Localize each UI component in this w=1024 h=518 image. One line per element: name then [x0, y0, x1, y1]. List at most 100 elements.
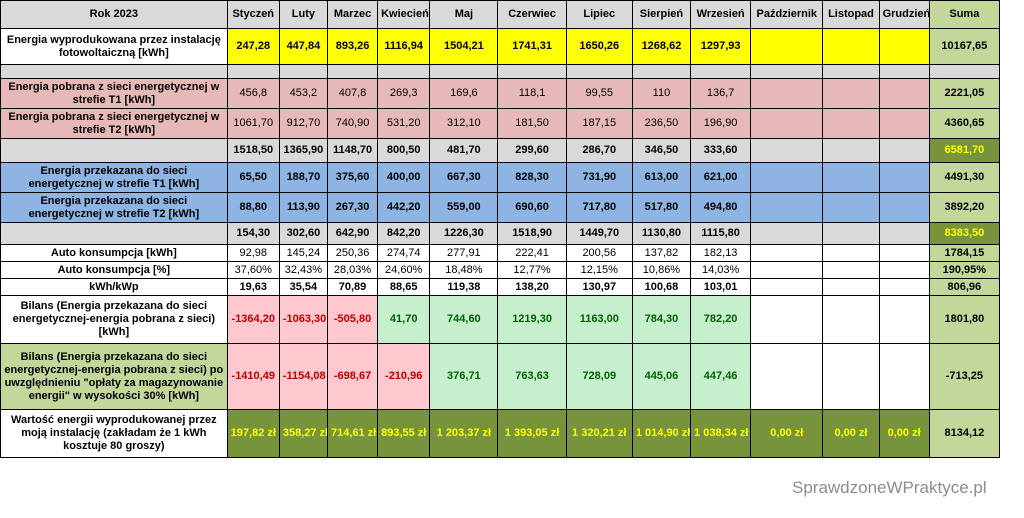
- table-cell[interactable]: 642,90: [326, 222, 379, 245]
- table-cell[interactable]: 1504,21: [429, 28, 499, 65]
- table-cell[interactable]: [878, 261, 930, 279]
- table-cell[interactable]: [750, 162, 824, 193]
- table-cell[interactable]: 18,48%: [429, 261, 499, 279]
- sum-cell[interactable]: 8383,50: [928, 222, 1001, 245]
- month-header[interactable]: Lipiec: [565, 0, 633, 29]
- table-cell[interactable]: 119,38: [429, 278, 499, 296]
- table-cell[interactable]: 1148,70: [326, 138, 379, 163]
- empty-cell[interactable]: [278, 64, 328, 79]
- table-cell[interactable]: [822, 261, 880, 279]
- table-cell[interactable]: -1063,30: [278, 295, 328, 344]
- sum-cell[interactable]: 6581,70: [928, 138, 1001, 163]
- table-cell[interactable]: -1364,20: [226, 295, 280, 344]
- table-cell[interactable]: 912,70: [278, 108, 328, 139]
- empty-cell[interactable]: [0, 222, 228, 245]
- table-cell[interactable]: 247,28: [226, 28, 280, 65]
- table-cell[interactable]: 481,70: [429, 138, 499, 163]
- sum-cell[interactable]: 1801,80: [928, 295, 1001, 344]
- table-cell[interactable]: 267,30: [326, 192, 379, 223]
- table-cell[interactable]: 92,98: [226, 244, 280, 262]
- table-cell[interactable]: 182,13: [690, 244, 752, 262]
- table-cell[interactable]: 136,7: [690, 78, 752, 109]
- year-title[interactable]: Rok 2023: [0, 0, 228, 29]
- table-cell[interactable]: [878, 343, 930, 410]
- table-cell[interactable]: [822, 192, 880, 223]
- table-cell[interactable]: 12,77%: [497, 261, 567, 279]
- table-cell[interactable]: 376,71: [429, 343, 499, 410]
- empty-cell[interactable]: [878, 64, 930, 79]
- table-cell[interactable]: 197,82 zł: [226, 409, 280, 458]
- table-cell[interactable]: 14,03%: [690, 261, 752, 279]
- table-cell[interactable]: 1 203,37 zł: [429, 409, 499, 458]
- table-cell[interactable]: [822, 162, 880, 193]
- table-cell[interactable]: [750, 78, 824, 109]
- table-cell[interactable]: 200,56: [565, 244, 633, 262]
- table-cell[interactable]: [878, 192, 930, 223]
- table-cell[interactable]: 740,90: [326, 108, 379, 139]
- row-label[interactable]: kWh/kWp: [0, 278, 228, 296]
- month-header[interactable]: Luty: [278, 0, 328, 29]
- table-cell[interactable]: [750, 222, 824, 245]
- empty-cell[interactable]: [429, 64, 499, 79]
- sum-cell[interactable]: -713,25: [928, 343, 1001, 410]
- row-label[interactable]: Energia przekazana do sieci energetyczne…: [0, 192, 228, 223]
- sum-cell[interactable]: 2221,05: [928, 78, 1001, 109]
- table-cell[interactable]: 154,30: [226, 222, 280, 245]
- empty-cell[interactable]: [326, 64, 379, 79]
- table-cell[interactable]: [750, 261, 824, 279]
- sum-header[interactable]: Suma: [928, 0, 1001, 29]
- table-cell[interactable]: 169,6: [429, 78, 499, 109]
- empty-cell[interactable]: [565, 64, 633, 79]
- empty-cell[interactable]: [0, 64, 228, 79]
- table-cell[interactable]: 782,20: [690, 295, 752, 344]
- table-cell[interactable]: -210,96: [377, 343, 431, 410]
- empty-cell[interactable]: [377, 64, 431, 79]
- table-cell[interactable]: 447,84: [278, 28, 328, 65]
- table-cell[interactable]: 613,00: [631, 162, 692, 193]
- table-cell[interactable]: 333,60: [690, 138, 752, 163]
- table-cell[interactable]: -698,67: [326, 343, 379, 410]
- empty-cell[interactable]: [631, 64, 692, 79]
- table-cell[interactable]: -505,80: [326, 295, 379, 344]
- table-cell[interactable]: 35,54: [278, 278, 328, 296]
- month-header[interactable]: Wrzesień: [690, 0, 752, 29]
- table-cell[interactable]: 1297,93: [690, 28, 752, 65]
- sum-cell[interactable]: 10167,65: [928, 28, 1001, 65]
- row-label[interactable]: Energia pobrana z sieci energetycznej w …: [0, 78, 228, 109]
- month-header[interactable]: Marzec: [326, 0, 379, 29]
- table-cell[interactable]: 196,90: [690, 108, 752, 139]
- sum-cell[interactable]: 4360,65: [928, 108, 1001, 139]
- table-cell[interactable]: 828,30: [497, 162, 567, 193]
- table-cell[interactable]: 407,8: [326, 78, 379, 109]
- table-cell[interactable]: 1365,90: [278, 138, 328, 163]
- table-cell[interactable]: [822, 244, 880, 262]
- table-cell[interactable]: 744,60: [429, 295, 499, 344]
- table-cell[interactable]: 100,68: [631, 278, 692, 296]
- table-cell[interactable]: 187,15: [565, 108, 633, 139]
- table-cell[interactable]: 667,30: [429, 162, 499, 193]
- table-cell[interactable]: [878, 28, 930, 65]
- table-cell[interactable]: 12,15%: [565, 261, 633, 279]
- table-cell[interactable]: 37,60%: [226, 261, 280, 279]
- table-cell[interactable]: 274,74: [377, 244, 431, 262]
- table-cell[interactable]: 145,24: [278, 244, 328, 262]
- table-cell[interactable]: 0,00 zł: [878, 409, 930, 458]
- table-cell[interactable]: 800,50: [377, 138, 431, 163]
- table-cell[interactable]: 138,20: [497, 278, 567, 296]
- table-cell[interactable]: 1518,50: [226, 138, 280, 163]
- table-cell[interactable]: 110: [631, 78, 692, 109]
- month-header[interactable]: Kwiecień: [377, 0, 431, 29]
- table-cell[interactable]: 222,41: [497, 244, 567, 262]
- table-cell[interactable]: 1741,31: [497, 28, 567, 65]
- table-cell[interactable]: 453,2: [278, 78, 328, 109]
- month-header[interactable]: Sierpień: [631, 0, 692, 29]
- sum-cell[interactable]: 1784,15: [928, 244, 1001, 262]
- table-cell[interactable]: [878, 244, 930, 262]
- table-cell[interactable]: 1226,30: [429, 222, 499, 245]
- table-cell[interactable]: 447,46: [690, 343, 752, 410]
- table-cell[interactable]: 1130,80: [631, 222, 692, 245]
- row-label[interactable]: Wartość energii wyprodukowanej przez moj…: [0, 409, 228, 458]
- table-cell[interactable]: [878, 108, 930, 139]
- table-cell[interactable]: 494,80: [690, 192, 752, 223]
- table-cell[interactable]: 1449,70: [565, 222, 633, 245]
